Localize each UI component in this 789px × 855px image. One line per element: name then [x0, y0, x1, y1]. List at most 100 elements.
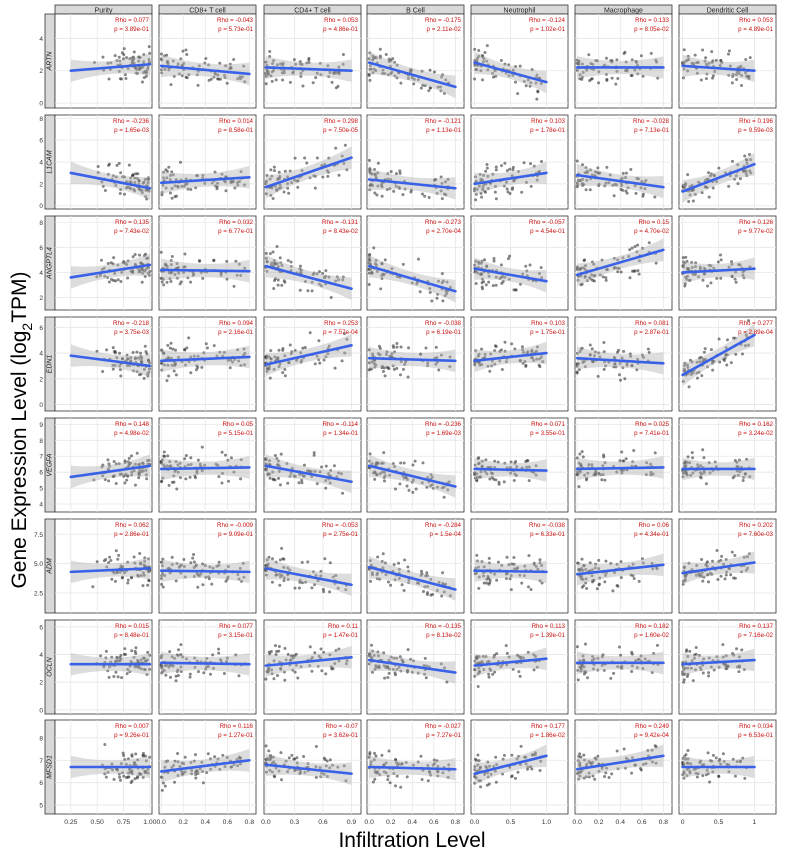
scatter-point — [636, 63, 640, 67]
scatter-point — [699, 78, 703, 82]
scatter-point — [207, 63, 211, 67]
scatter-point — [695, 61, 699, 65]
scatter-point — [127, 775, 131, 779]
panel-adm-3: Rho = -0.284 p = 1.5e-04 — [366, 518, 465, 614]
panel-adm-1: Rho = -0.009 p = 9.09e-01 — [158, 518, 257, 614]
scatter-point — [718, 63, 722, 67]
scatter-point — [265, 260, 269, 264]
rho-label: Rho = 0.053 — [324, 17, 358, 24]
scatter-point — [519, 744, 523, 748]
scatter-point — [159, 276, 163, 280]
p-value-label: p = 2.87e-01 — [634, 329, 669, 336]
scatter-point — [492, 259, 496, 263]
scatter-point — [126, 259, 130, 263]
scatter-point — [617, 373, 621, 377]
scatter-point — [581, 455, 585, 459]
scatter-point — [700, 191, 704, 195]
scatter-point — [499, 59, 503, 63]
panel-l1cam-3: Rho = -0.121 p = 1.13e-01 — [366, 114, 465, 210]
rho-label: Rho = 0.196 — [739, 118, 773, 125]
y-tick-label: 2 — [39, 376, 43, 383]
scatter-point — [632, 269, 636, 273]
scatter-point — [104, 649, 108, 653]
panel-l1cam-2: Rho = 0.298 p = 7.50e-05 — [263, 114, 362, 210]
scatter-point — [706, 751, 710, 755]
scatter-point — [103, 274, 107, 278]
scatter-point — [529, 81, 533, 85]
scatter-point — [505, 187, 509, 191]
scatter-point — [271, 62, 275, 66]
scatter-point — [128, 180, 132, 184]
scatter-point — [293, 586, 297, 590]
scatter-point — [179, 280, 183, 284]
p-value-label: p = 9.42e-04 — [634, 732, 669, 739]
scatter-point — [139, 351, 143, 355]
panel-vegfa-3: Rho = -0.236 p = 1.69e-03 — [366, 417, 465, 513]
rho-label: Rho = 0.081 — [635, 320, 669, 327]
scatter-point — [225, 81, 229, 85]
scatter-point — [118, 59, 122, 63]
scatter-point — [423, 656, 427, 660]
scatter-point — [369, 182, 373, 186]
scatter-point — [421, 461, 425, 465]
scatter-point — [473, 77, 477, 81]
scatter-point — [188, 475, 192, 479]
scatter-point — [368, 78, 372, 82]
scatter-point — [585, 178, 589, 182]
scatter-point — [313, 651, 317, 655]
scatter-point — [117, 69, 121, 73]
scatter-point — [112, 459, 116, 463]
scatter-point — [480, 285, 484, 289]
scatter-point — [704, 56, 708, 60]
p-value-label: p = 1.5e-04 — [430, 531, 462, 538]
scatter-point — [189, 371, 193, 375]
y-tick-label: 4 — [39, 160, 43, 167]
panel-l1cam-5: Rho = -0.028 p = 7.13e-01 — [574, 114, 673, 210]
scatter-point — [160, 788, 164, 792]
scatter-point — [96, 170, 100, 174]
regression-line — [681, 64, 756, 73]
scatter-point — [160, 193, 164, 197]
scatter-point — [162, 170, 166, 174]
scatter-point — [686, 54, 690, 58]
scatter-point — [593, 777, 597, 781]
scatter-point — [510, 342, 514, 346]
scatter-point — [177, 72, 181, 76]
scatter-point — [734, 174, 738, 178]
scatter-point — [609, 59, 613, 63]
scatter-point — [96, 165, 100, 169]
scatter-point — [474, 179, 478, 183]
scatter-point — [577, 485, 581, 489]
scatter-point — [440, 197, 444, 201]
scatter-point — [107, 479, 111, 483]
scatter-point — [704, 77, 708, 81]
scatter-point — [288, 80, 292, 84]
scatter-point — [271, 477, 275, 481]
column-header: Neutrophil — [504, 8, 536, 15]
y-tick-label: 5 — [39, 803, 43, 810]
scatter-point — [106, 458, 110, 462]
scatter-point — [170, 555, 174, 559]
scatter-point — [175, 487, 179, 491]
p-value-label: p = 2.70e-04 — [426, 228, 461, 235]
scatter-point — [583, 171, 587, 175]
scatter-point — [385, 188, 389, 192]
scatter-point — [315, 156, 319, 160]
scatter-point — [140, 188, 144, 192]
scatter-point — [529, 184, 533, 188]
p-value-label: p = 6.19e-01 — [426, 329, 461, 336]
scatter-point — [511, 168, 515, 172]
scatter-point — [420, 569, 424, 573]
scatter-point — [163, 67, 167, 71]
scatter-point — [324, 672, 328, 676]
scatter-point — [397, 185, 401, 189]
scatter-point — [144, 267, 148, 271]
rho-label: Rho = 0.032 — [219, 219, 253, 226]
panel-edn1-3: Rho = -0.038 p = 6.19e-01 — [366, 316, 465, 412]
scatter-point — [647, 241, 651, 245]
scatter-point — [368, 67, 372, 71]
scatter-point — [145, 197, 149, 201]
scatter-point — [728, 64, 732, 68]
scatter-point — [143, 344, 147, 348]
scatter-point — [300, 63, 304, 67]
